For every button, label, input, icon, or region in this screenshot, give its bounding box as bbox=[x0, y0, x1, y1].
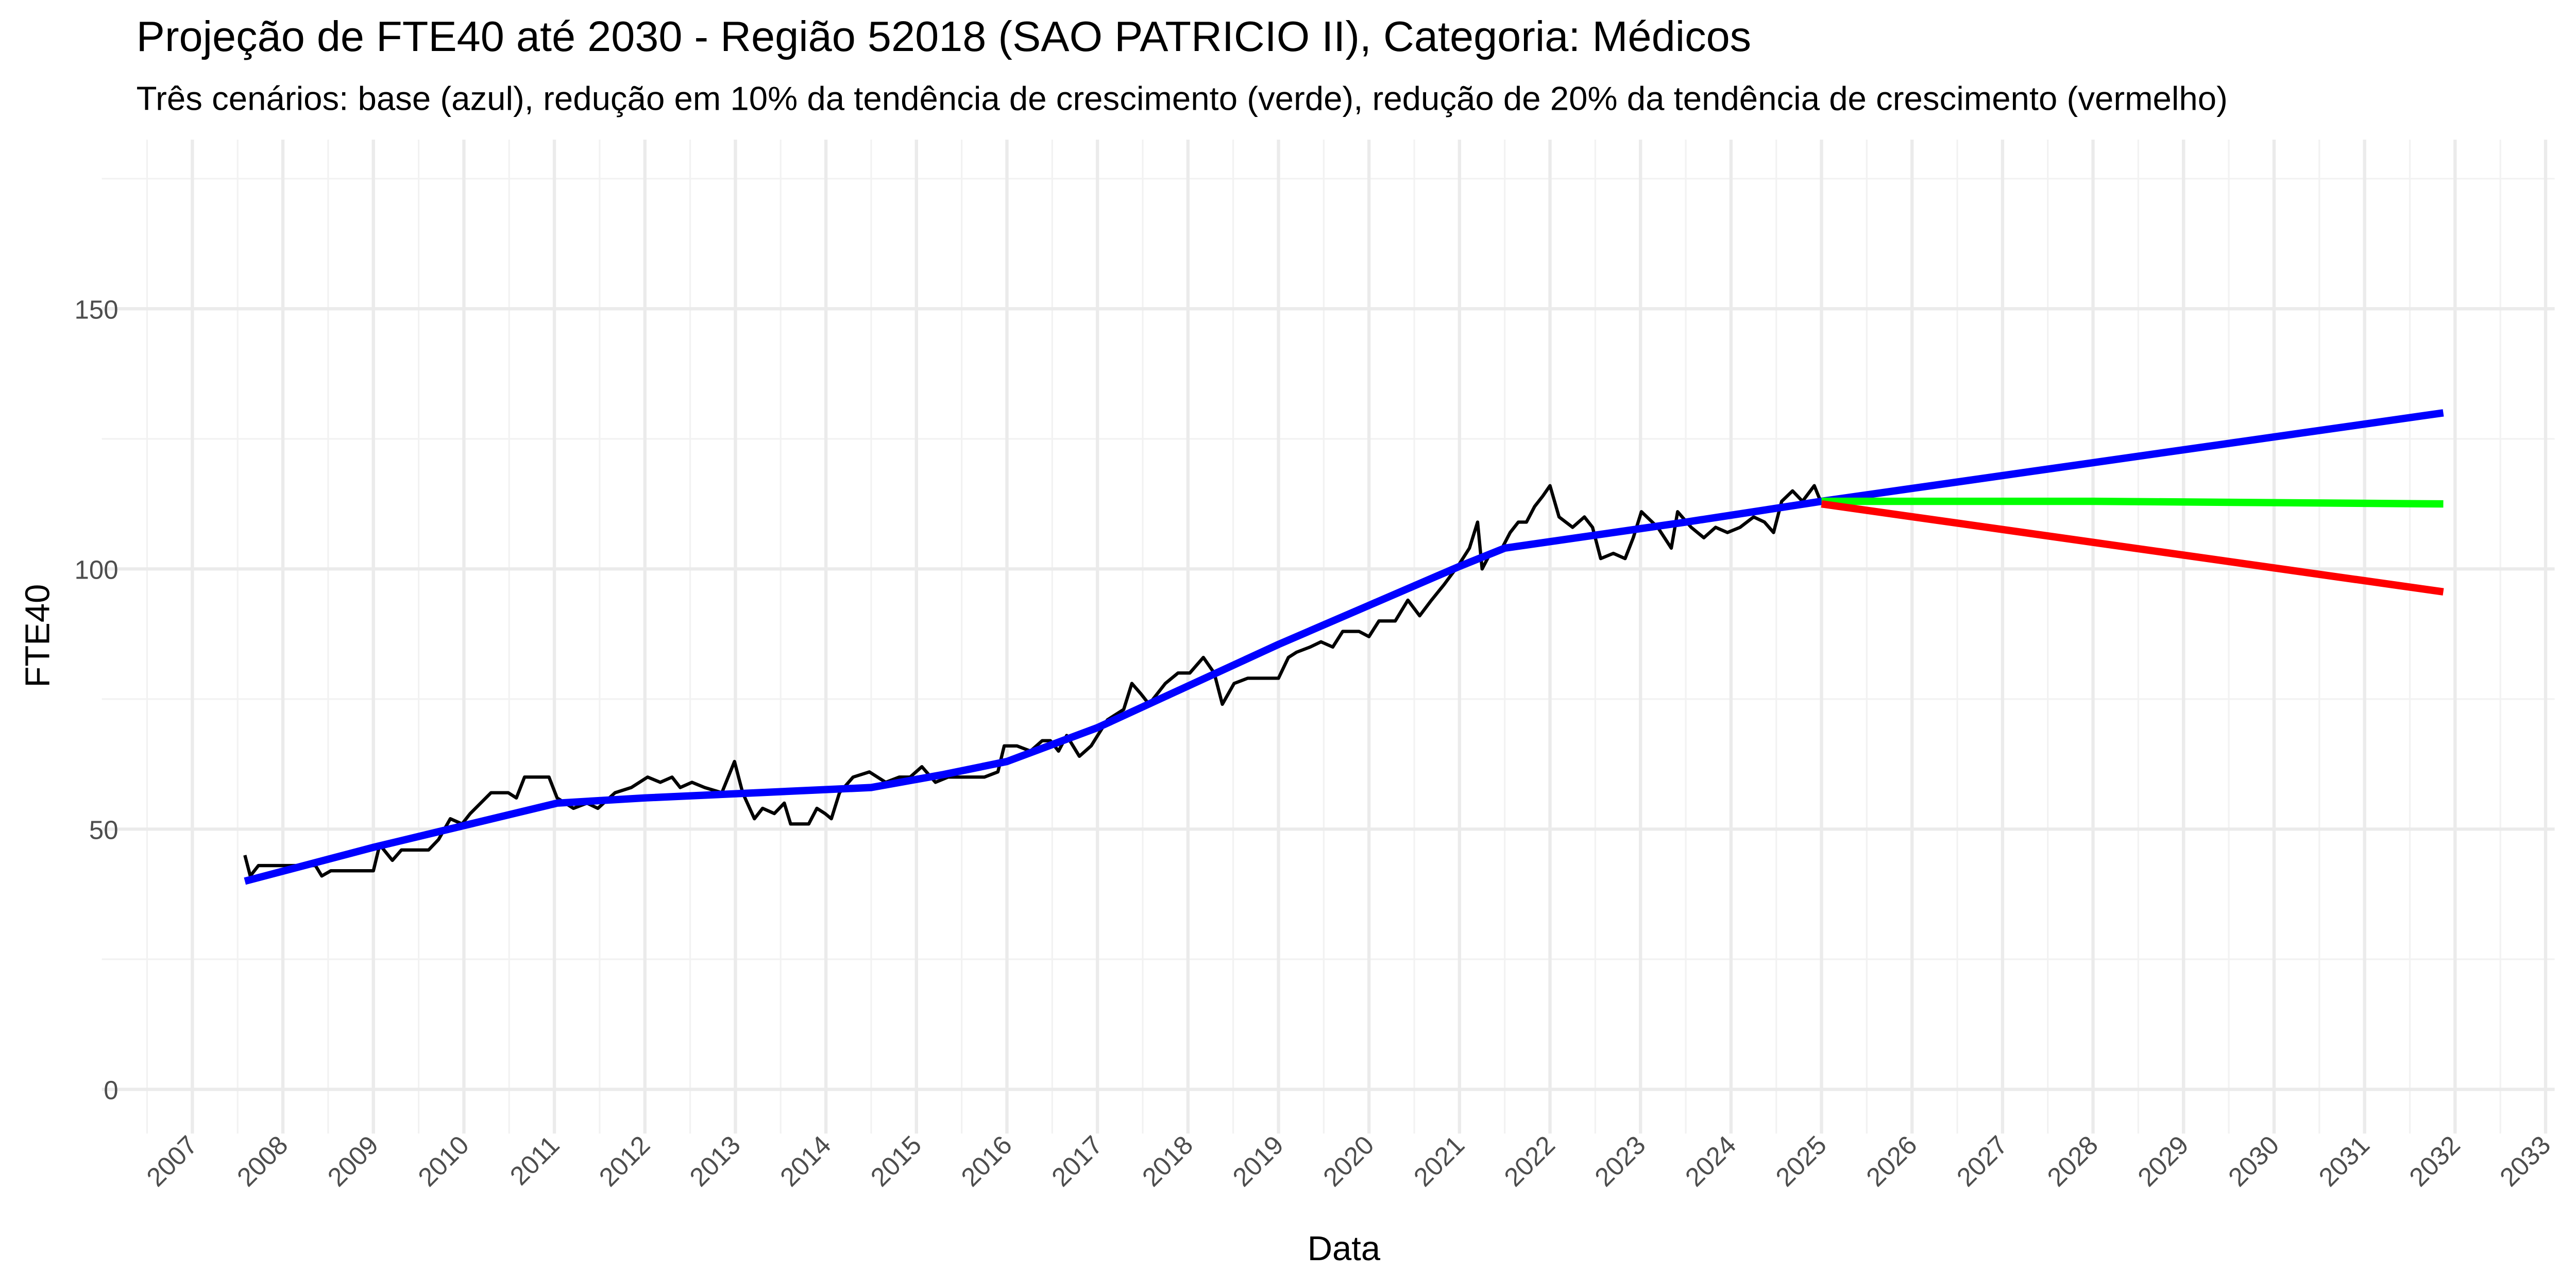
chart-title: Projeção de FTE40 até 2030 - Região 5201… bbox=[137, 12, 1751, 60]
chart-subtitle: Três cenários: base (azul), redução em 1… bbox=[137, 80, 2228, 117]
line-series bbox=[244, 409, 2444, 885]
y-tick-label: 150 bbox=[74, 295, 118, 324]
x-tick-label: 2028 bbox=[2042, 1130, 2104, 1192]
x-tick-label: 2018 bbox=[1137, 1130, 1199, 1192]
x-tick-label: 2012 bbox=[594, 1130, 656, 1192]
x-tick-label: 2023 bbox=[1589, 1130, 1651, 1192]
x-tick-label: 2014 bbox=[774, 1130, 837, 1192]
x-tick-label: 2022 bbox=[1499, 1130, 1561, 1192]
x-tick-label: 2033 bbox=[2494, 1130, 2556, 1192]
x-tick-label: 2024 bbox=[1680, 1130, 1742, 1192]
x-tick-label: 2007 bbox=[141, 1130, 203, 1192]
x-axis-label: Data bbox=[1308, 1229, 1381, 1268]
x-tick-label: 2017 bbox=[1046, 1130, 1108, 1192]
y-tick-label: 100 bbox=[74, 555, 118, 584]
y-axis-label: FTE40 bbox=[19, 584, 57, 688]
x-tick-label: 2015 bbox=[865, 1130, 927, 1192]
x-tick-label: 2027 bbox=[1951, 1130, 2013, 1192]
x-tick-label: 2008 bbox=[231, 1130, 294, 1192]
x-tick-label: 2016 bbox=[955, 1130, 1018, 1192]
x-tick-label: 2020 bbox=[1317, 1130, 1380, 1192]
line-series bbox=[1821, 497, 2444, 508]
x-tick-label: 2029 bbox=[2132, 1130, 2194, 1192]
line-series bbox=[243, 484, 1822, 878]
x-tick-label: 2019 bbox=[1227, 1130, 1289, 1192]
x-tick-label: 2013 bbox=[684, 1130, 746, 1192]
line-series bbox=[1821, 500, 2444, 596]
y-tick-label: 50 bbox=[89, 816, 118, 845]
x-tick-label: 2021 bbox=[1408, 1130, 1470, 1192]
x-tick-label: 2030 bbox=[2223, 1130, 2285, 1192]
x-tick-label: 2010 bbox=[412, 1130, 474, 1192]
y-tick-label: 0 bbox=[104, 1076, 118, 1105]
x-tick-label: 2009 bbox=[322, 1130, 384, 1192]
x-tick-label: 2025 bbox=[1770, 1130, 1833, 1192]
x-tick-label: 2032 bbox=[2403, 1130, 2466, 1192]
x-tick-label: 2026 bbox=[1860, 1130, 1923, 1192]
x-tick-label: 2011 bbox=[504, 1130, 565, 1191]
x-tick-label: 2031 bbox=[2313, 1130, 2376, 1192]
